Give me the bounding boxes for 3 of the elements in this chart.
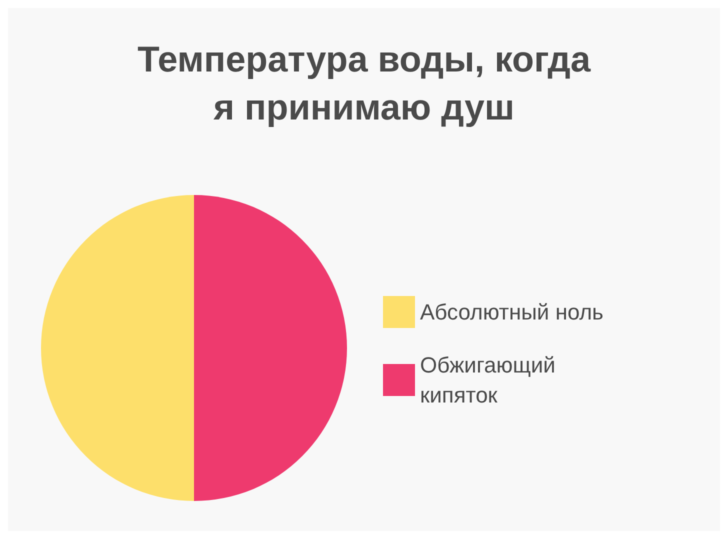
legend-label: Абсолютный ноль <box>420 300 604 324</box>
legend-label: Обжигающий кипяток <box>420 352 556 408</box>
chart-title: Температура воды, когда я принимаю душ <box>137 38 592 128</box>
